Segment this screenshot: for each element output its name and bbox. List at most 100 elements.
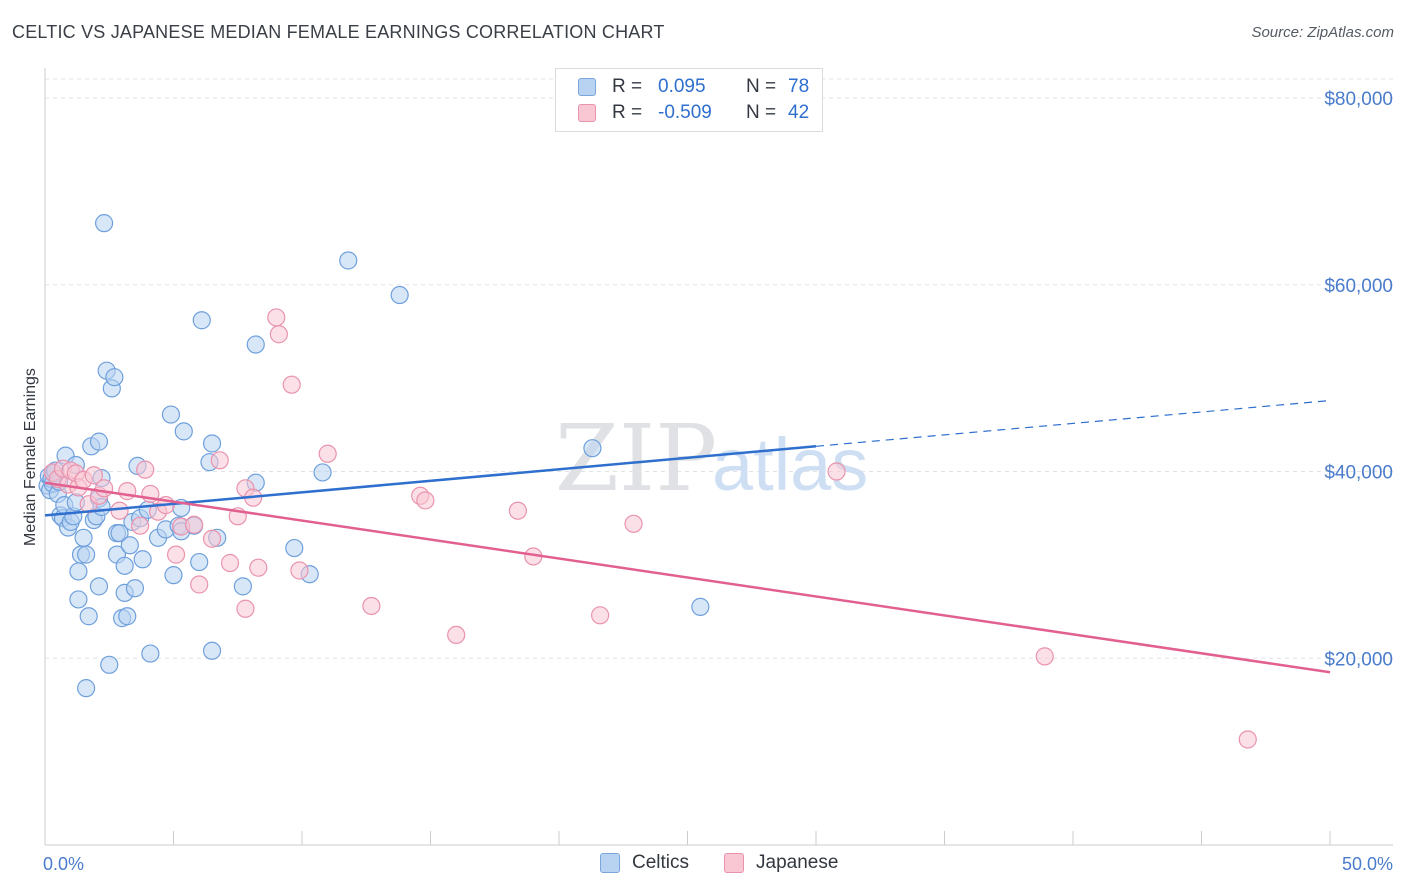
japanese-point	[236, 599, 255, 618]
x-tick-label: 50.0%	[1342, 854, 1393, 874]
y-tick-label: $40,000	[1324, 463, 1393, 484]
series-legend: Celtics Japanese	[0, 852, 1406, 878]
celtics-trend-line	[44, 445, 817, 517]
n-value: 42	[788, 102, 810, 123]
gridlines	[45, 78, 1393, 659]
celtics-point	[120, 536, 139, 555]
celtics-point	[118, 607, 137, 626]
japanese-point	[130, 516, 150, 535]
legend-row-japanese: R = -0.509 N = 42	[578, 100, 809, 126]
celtics-swatch	[600, 853, 620, 873]
celtics-point	[174, 422, 193, 441]
celtics-point	[89, 432, 109, 451]
japanese-point	[508, 501, 527, 520]
celtics-label: Celtics	[632, 852, 690, 873]
r-value: 0.095	[658, 76, 706, 97]
japanese-point	[282, 375, 301, 394]
source-credit: Source: ZipAtlas.com	[1251, 24, 1394, 41]
y-axis-label: Median Female Earnings	[22, 368, 39, 546]
n-label: N =	[746, 102, 777, 123]
japanese-point	[269, 325, 288, 344]
japanese-point	[210, 451, 229, 470]
celtics-point	[246, 335, 265, 354]
watermark: ZIP atlas	[555, 405, 868, 512]
celtics-point	[192, 311, 211, 330]
japanese-point	[1238, 730, 1257, 749]
japanese-point	[166, 545, 186, 564]
japanese-point	[184, 515, 204, 534]
japanese-point	[416, 491, 435, 510]
japanese-point	[591, 606, 610, 625]
celtics-point	[285, 538, 304, 558]
y-tick-label: $60,000	[1324, 276, 1393, 297]
celtics-point	[110, 524, 129, 543]
celtics-point	[95, 214, 114, 233]
celtics-point	[202, 434, 222, 453]
japanese-point	[318, 444, 337, 463]
celtics-point	[74, 528, 93, 547]
japanese-swatch	[578, 104, 596, 122]
celtics-point	[161, 405, 181, 424]
japanese-point	[136, 460, 155, 479]
celtics-swatch	[578, 78, 596, 96]
japanese-point	[202, 529, 222, 548]
legend-item-japanese[interactable]: Japanese	[724, 852, 838, 874]
japanese-point	[267, 308, 286, 327]
celtics-point	[133, 550, 152, 569]
celtics-trend-extension	[815, 399, 1331, 447]
japanese-point	[447, 625, 466, 645]
japanese-point	[190, 575, 209, 594]
celtics-point	[125, 579, 145, 598]
correlation-legend: R = 0.095 N = 78 R = -0.509 N = 42	[555, 68, 823, 132]
x-tick-label: 0.0%	[43, 854, 84, 874]
legend-item-celtics[interactable]: Celtics	[600, 852, 689, 874]
japanese-trend-line	[44, 481, 1331, 674]
japanese-point	[118, 482, 137, 501]
japanese-point	[220, 553, 240, 573]
celtics-point	[141, 644, 160, 663]
celtics-point	[77, 545, 96, 564]
chart-title: CELTIC VS JAPANESE MEDIAN FEMALE EARNING…	[12, 22, 665, 42]
celtics-point	[583, 439, 602, 458]
japanese-point	[110, 501, 129, 520]
celtics-point	[69, 590, 88, 609]
japanese-point	[290, 561, 309, 580]
celtics-point	[233, 577, 252, 596]
n-label: N =	[746, 76, 777, 97]
y-tick-label: $80,000	[1324, 89, 1393, 110]
japanese-point	[624, 514, 643, 533]
n-value: 78	[788, 76, 810, 97]
japanese-swatch	[724, 853, 744, 873]
japanese-points	[43, 308, 1257, 749]
r-value: -0.509	[658, 102, 712, 123]
y-tick-labels: $20,000 $40,000 $60,000 $80,000	[1324, 89, 1393, 670]
celtics-point	[691, 597, 710, 616]
watermark-atlas: atlas	[712, 423, 868, 506]
celtics-point	[69, 562, 88, 581]
celtics-point	[115, 556, 134, 575]
japanese-point	[84, 466, 103, 485]
celtics-point	[89, 577, 109, 596]
celtics-point	[339, 251, 358, 270]
axes	[44, 68, 1393, 846]
japanese-point	[1035, 647, 1054, 666]
japanese-point	[249, 558, 268, 577]
celtics-point	[313, 463, 332, 482]
japanese-point	[827, 462, 846, 481]
trend-lines	[44, 399, 1331, 674]
x-tick-labels: 0.0% 50.0%	[43, 854, 1393, 874]
celtics-point	[390, 285, 409, 305]
japanese-point	[362, 596, 381, 616]
celtics-point	[202, 641, 222, 660]
r-label: R =	[612, 76, 643, 97]
celtics-point	[100, 655, 119, 674]
japanese-label: Japanese	[756, 852, 839, 873]
y-tick-label: $20,000	[1324, 649, 1393, 670]
celtics-point	[164, 566, 183, 585]
legend-row-celtics: R = 0.095 N = 78	[578, 74, 809, 100]
celtics-point	[77, 679, 96, 698]
japanese-point	[95, 479, 114, 498]
celtics-point	[105, 368, 124, 387]
celtics-point	[79, 607, 98, 626]
